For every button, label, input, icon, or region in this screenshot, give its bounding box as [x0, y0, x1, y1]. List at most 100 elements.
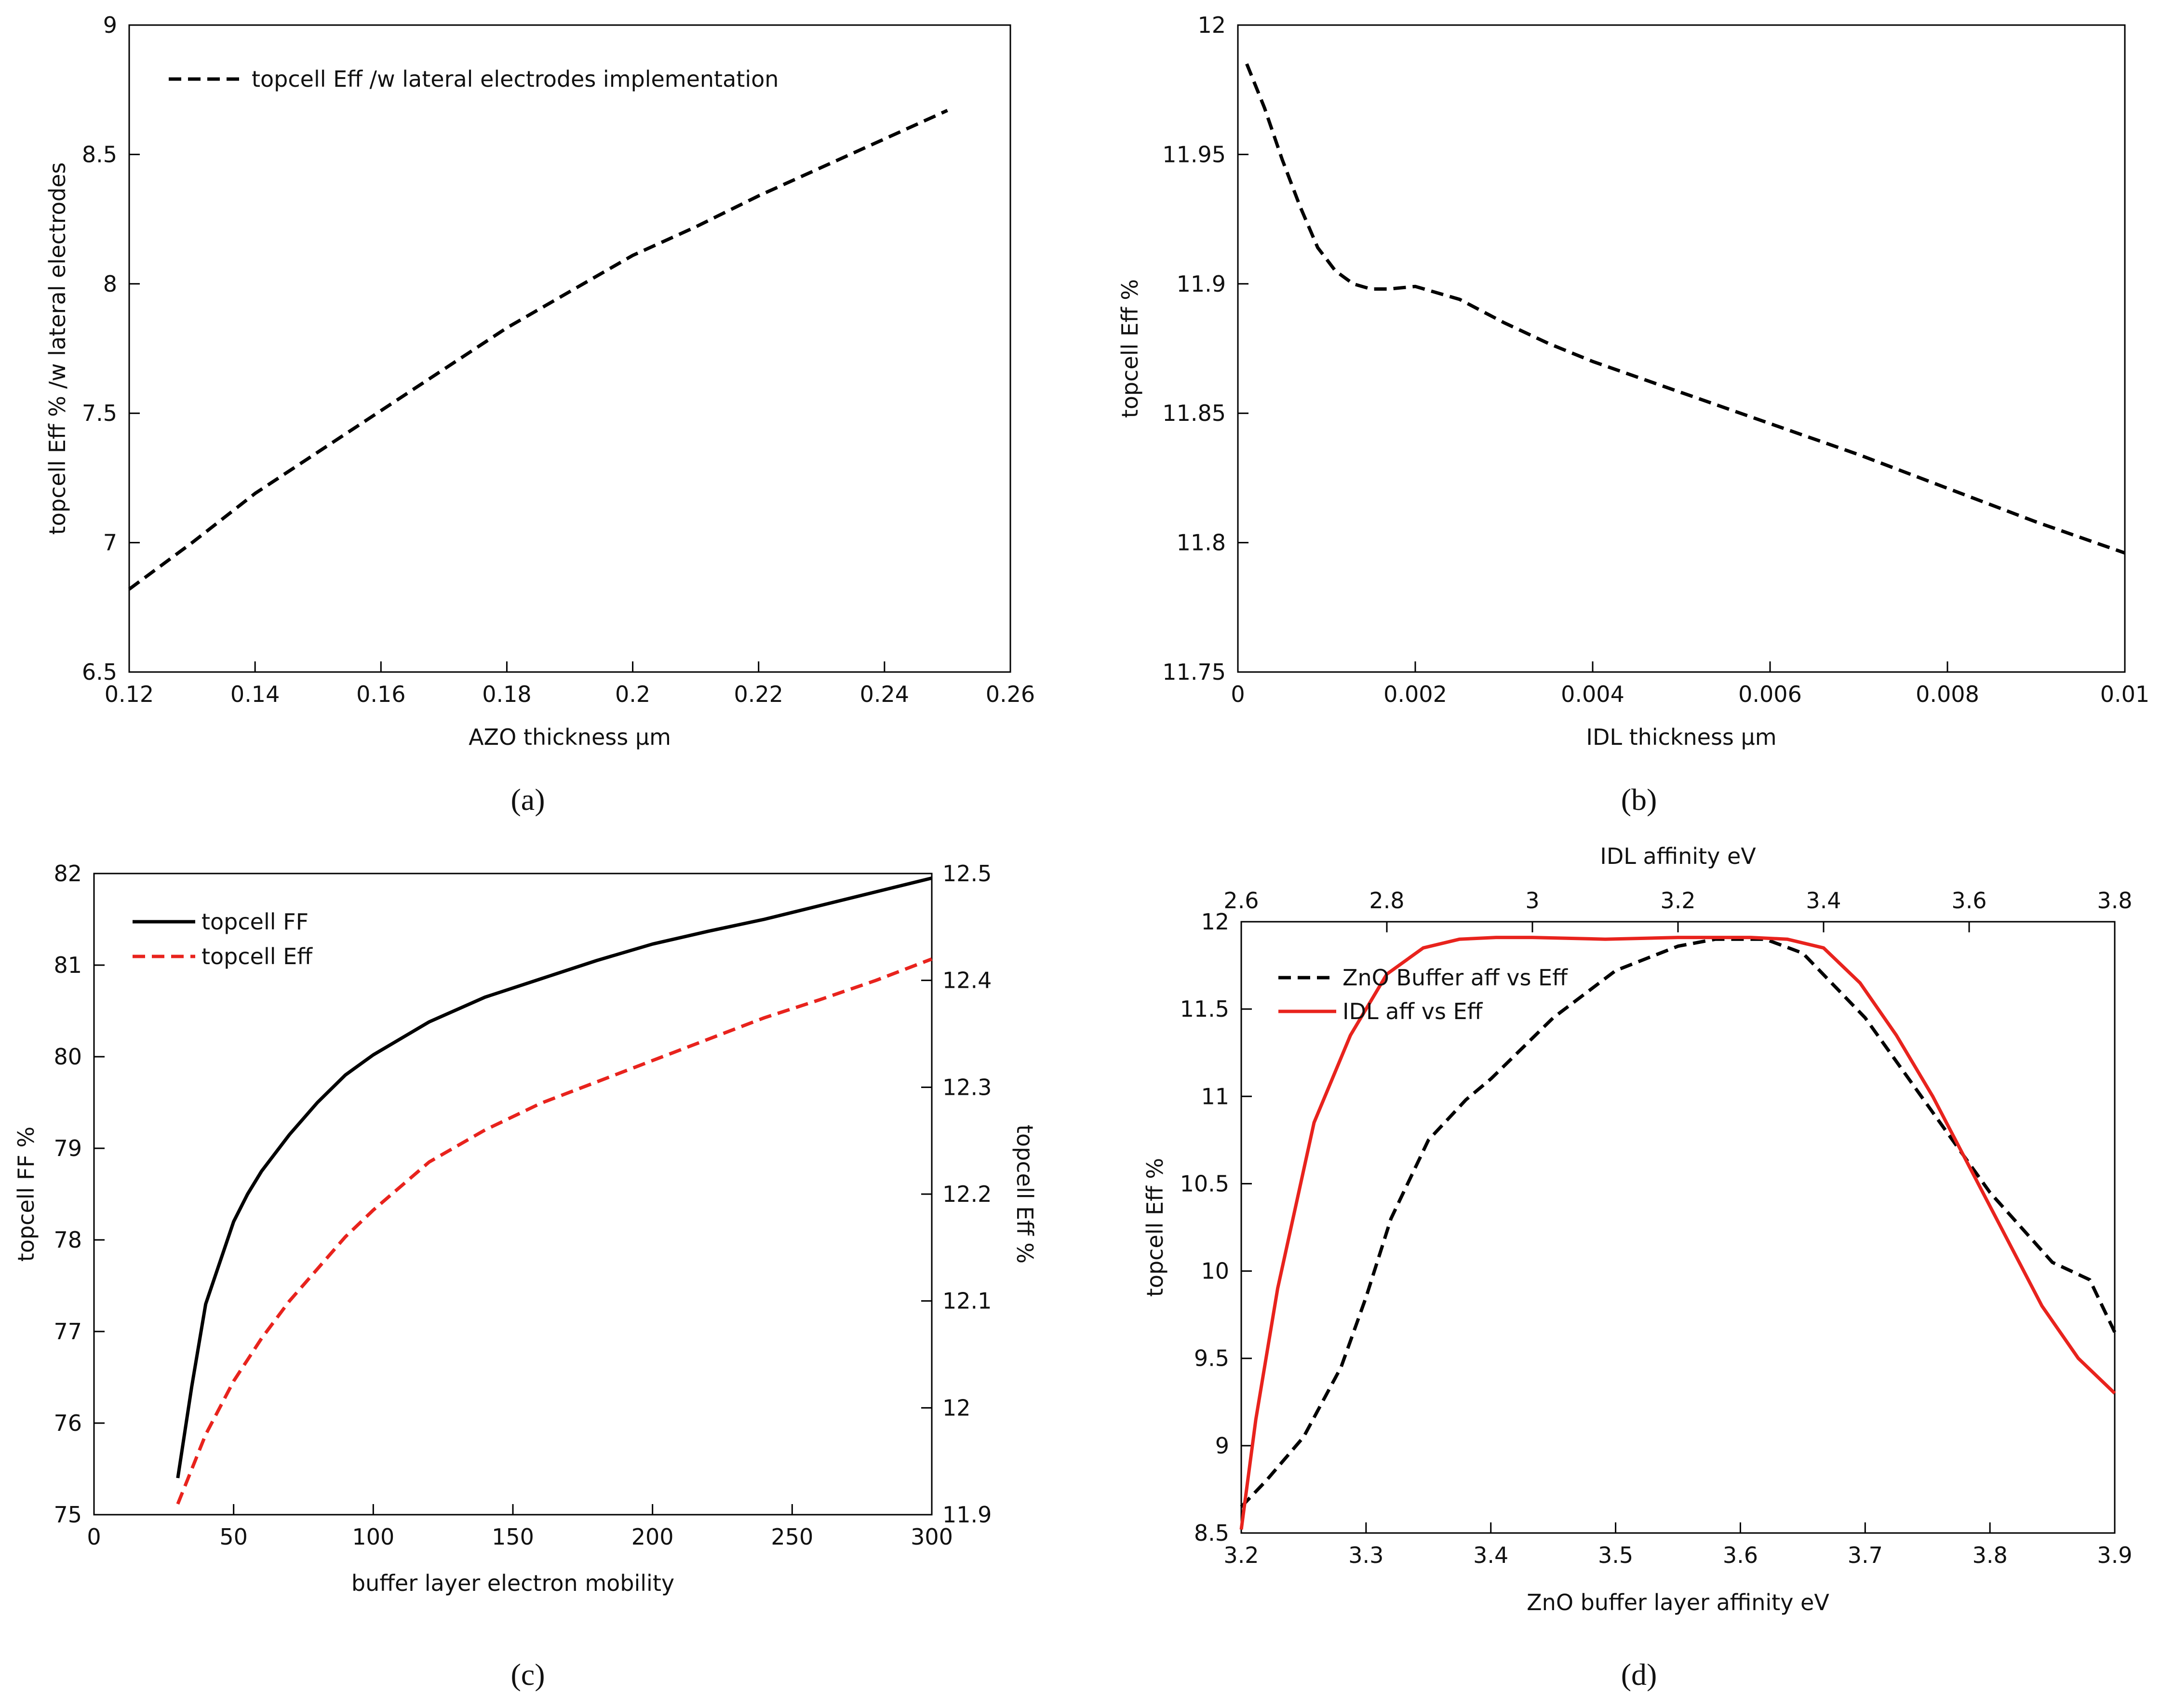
panel-a-x-tick-label: 0.12: [105, 681, 154, 707]
panel-b-x-tick-label: 0.008: [1916, 681, 1979, 707]
panel-d-x2-tick-label: 3: [1525, 888, 1539, 914]
panel-b-y-tick-label: 11.75: [1162, 659, 1226, 685]
panel-d-y-tick-label: 12: [1201, 909, 1229, 935]
panel-a-x-tick-label: 0.2: [615, 681, 650, 707]
panel-b-series: [1245, 63, 2126, 555]
panel-d-x-tick-label: 3.4: [1473, 1542, 1508, 1568]
panel-c-legend: topcell FF topcell Eff: [133, 909, 313, 969]
panel-d-x2-axis-label: IDL affinity eV: [1600, 843, 1756, 869]
panel-a-y-tick-label: 8: [103, 271, 117, 297]
panel-b-y-ticks: 11.75 11.8 11.85 11.9 11.95 12: [1162, 12, 1248, 685]
panel-c-y2-tick-label: 12.3: [942, 1074, 992, 1100]
panel-d-x2-tick-label: 3.8: [2097, 888, 2132, 914]
panel-c-legend-label-eff: topcell Eff: [201, 943, 313, 969]
panel-b-y-tick-label: 11.95: [1162, 141, 1226, 167]
panel-a-x-tick-label: 0.22: [734, 681, 783, 707]
panel-d-legend-label-zno: ZnO Buffer aff vs Eff: [1342, 965, 1568, 991]
panel-d-y-tick-label: 10: [1201, 1258, 1229, 1284]
panel-a-series-0-line: [128, 108, 948, 591]
panel-d-x-tick-label: 3.5: [1598, 1542, 1633, 1568]
panel-b-x-tick-label: 0: [1231, 681, 1245, 707]
panel-c-x-tick-label: 100: [352, 1524, 394, 1550]
panel-c-y2-tick-label: 12.4: [942, 968, 992, 994]
panel-c-y-tick-label: 77: [54, 1318, 82, 1345]
panel-a-legend-label: topcell Eff /w lateral electrodes implem…: [252, 66, 778, 92]
panel-d-x2-tick-label: 2.6: [1223, 888, 1259, 914]
panel-d-series-1-line: [1239, 936, 2116, 1530]
panel-c-x-tick-label: 300: [911, 1524, 953, 1550]
panel-c-x-tick-label: 250: [771, 1524, 813, 1550]
panel-a-caption: (a): [510, 782, 545, 817]
panel-b-plot-frame: [1237, 24, 2126, 673]
panel-a-x-tick-label: 0.24: [860, 681, 909, 707]
panel-d-x-tick-label: 3.3: [1348, 1542, 1383, 1568]
panel-d-y-tick-label: 11.5: [1180, 996, 1229, 1022]
panel-a-y-tick-label: 8.5: [82, 141, 117, 167]
panel-d-series: [1239, 936, 2117, 1530]
panel-a-x-tick-label: 0.18: [482, 681, 531, 707]
panel-c-y2-ticks: 11.9 12 12.1 12.2 12.3 12.4 12.5: [921, 861, 992, 1528]
panel-d-x2-tick-label: 3.6: [1951, 888, 1987, 914]
panel-c-x-tick-label: 200: [631, 1524, 674, 1550]
panel-b-x-axis-label: IDL thickness µm: [1586, 724, 1776, 750]
panel-a-legend: topcell Eff /w lateral electrodes implem…: [169, 66, 778, 92]
panel-c-y-tick-label: 78: [54, 1227, 82, 1253]
panel-d-x-axis-label: ZnO buffer layer affinity eV: [1527, 1589, 1829, 1615]
panel-d-x2-tick-label: 3.4: [1806, 888, 1841, 914]
panel-c-y2-tick-label: 11.9: [942, 1502, 992, 1528]
panel-c-y2-tick-label: 12.2: [942, 1181, 992, 1207]
panel-c-y2-tick-label: 12: [942, 1395, 971, 1421]
panel-a-x-axis-label: AZO thickness µm: [469, 724, 671, 750]
panel-a-x-tick-label: 0.26: [986, 681, 1035, 707]
panel-a-plot-frame: [128, 24, 1011, 673]
panel-a-y-axis-label: topcell Eff % /w lateral electrodes: [44, 162, 70, 535]
panel-b-x-ticks: 0 0.002 0.004 0.006 0.008 0.01: [1231, 661, 2149, 707]
panel-d-y-tick-label: 8.5: [1194, 1520, 1229, 1546]
panel-d-x-tick-label: 3.7: [1848, 1542, 1883, 1568]
panel-a-y-ticks: 6.5 7 7.5 8 8.5 9: [82, 12, 140, 685]
panel-c-chart: 0 50 100 150 200 250 300 75 76 77 78 79 80 81 82 11.9…: [13, 861, 1038, 1692]
panel-c-y-ticks: 75 76 77 78 79 80 81 82: [54, 861, 105, 1528]
panel-b-y-tick-label: 12: [1197, 12, 1226, 38]
panel-d-y-tick-label: 11: [1201, 1083, 1229, 1109]
panel-a-x-tick-label: 0.14: [230, 681, 280, 707]
panel-b-y-tick-label: 11.85: [1162, 400, 1226, 426]
panel-c-legend-label-ff: topcell FF: [201, 909, 309, 935]
panel-b-x-tick-label: 0.004: [1561, 681, 1624, 707]
panel-d-x-tick-label: 3.6: [1723, 1542, 1758, 1568]
panel-b-chart: 0 0.002 0.004 0.006 0.008 0.01 11.75 11.8 11.85…: [1117, 12, 2149, 817]
panel-d-y-tick-label: 10.5: [1180, 1170, 1229, 1197]
panel-c-x-ticks: 0 50 100 150 200 250 300: [87, 1504, 953, 1550]
panel-d-y-tick-label: 9.5: [1194, 1345, 1229, 1372]
panel-d-x2-ticks: 2.6 2.8 3 3.2 3.4 3.6 3.8: [1223, 888, 2133, 932]
panel-c-y-tick-label: 76: [54, 1410, 82, 1436]
panel-a-x-tick-label: 0.16: [356, 681, 405, 707]
panel-d-x-tick-label: 3.8: [1973, 1542, 2008, 1568]
panel-d-x-tick-label: 3.2: [1223, 1542, 1259, 1568]
panel-b-x-tick-label: 0.006: [1738, 681, 1802, 707]
panel-b-y-axis-label: topcell Eff %: [1117, 279, 1143, 418]
panel-a-y-tick-label: 7.5: [82, 400, 117, 426]
panel-b-x-tick-label: 0.01: [2100, 681, 2149, 707]
panel-a-y-tick-label: 9: [103, 12, 117, 38]
panel-d-legend-label-idl: IDL aff vs Eff: [1342, 998, 1483, 1024]
panel-c-y-tick-label: 82: [54, 861, 82, 887]
panel-c-series-1-line: [176, 957, 933, 1505]
panel-c-y2-axis-label: topcell Eff %: [1012, 1125, 1038, 1264]
panel-c-y-tick-label: 79: [54, 1135, 82, 1161]
panel-c-x-tick-label: 0: [87, 1524, 101, 1550]
panel-c-y-tick-label: 81: [54, 952, 82, 978]
panel-a-y-tick-label: 7: [103, 530, 117, 556]
panel-b-caption: (b): [1621, 782, 1657, 817]
panel-c-y-tick-label: 75: [54, 1502, 82, 1528]
panel-c-caption: (c): [510, 1657, 545, 1692]
panel-c-series: [176, 876, 933, 1505]
panel-c-y-tick-label: 80: [54, 1044, 82, 1070]
panel-d-x-ticks: 3.2 3.3 3.4 3.5 3.6 3.7 3.8 3.9: [1223, 1522, 2133, 1568]
panel-d-y-tick-label: 9: [1215, 1433, 1229, 1459]
panel-c-x-tick-label: 150: [492, 1524, 534, 1550]
panel-b-x-tick-label: 0.002: [1383, 681, 1447, 707]
panel-a-y-tick-label: 6.5: [82, 659, 117, 685]
panel-d-y-ticks: 8.5 9 9.5 10 10.5 11 11.5 12: [1180, 909, 1252, 1546]
